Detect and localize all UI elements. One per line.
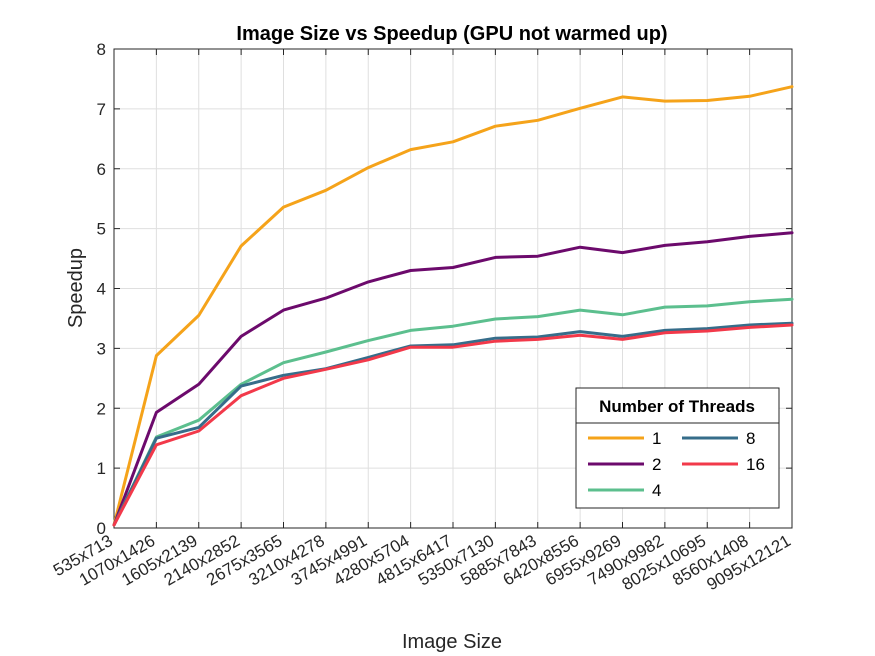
chart-title: Image Size vs Speedup (GPU not warmed up… — [236, 23, 667, 45]
legend: Number of Threads 1 2 4 8 16 — [575, 387, 780, 509]
y-tick-label: 4 — [97, 280, 106, 299]
legend-box — [575, 387, 780, 509]
y-tick-label: 1 — [97, 459, 106, 478]
legend-label-4: 4 — [652, 481, 661, 500]
series-line-4 — [112, 297, 794, 527]
y-tick-label: 6 — [97, 160, 106, 179]
legend-label-16: 16 — [746, 455, 765, 474]
series-line-8 — [112, 321, 794, 527]
y-tick-label: 3 — [97, 339, 106, 358]
y-tick-label: 2 — [97, 399, 106, 418]
y-axis-label: Speedup — [65, 248, 87, 328]
legend-title: Number of Threads — [599, 397, 755, 416]
legend-label-2: 2 — [652, 455, 661, 474]
series-line-16 — [112, 323, 794, 527]
y-tick-label: 7 — [97, 100, 106, 119]
series-line-2 — [112, 231, 794, 527]
y-tick-label: 5 — [97, 220, 106, 239]
y-tick-label: 0 — [97, 519, 106, 538]
y-tick-label: 8 — [97, 40, 106, 59]
legend-items: 1 2 4 8 16 — [588, 429, 765, 500]
legend-label-1: 1 — [652, 429, 661, 448]
x-axis-label: Image Size — [402, 631, 502, 653]
series-line-1 — [112, 85, 794, 527]
legend-label-8: 8 — [746, 429, 755, 448]
